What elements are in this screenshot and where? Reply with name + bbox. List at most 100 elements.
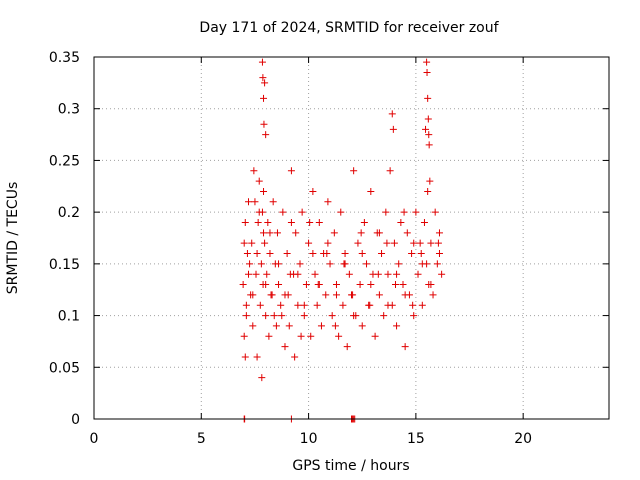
data-point (375, 229, 383, 237)
data-point (389, 125, 397, 133)
x-tick-label: 15 (407, 431, 425, 447)
chart-title: Day 171 of 2024, SRMTID for receiver zou… (199, 20, 499, 36)
data-point (345, 270, 353, 278)
data-point (266, 250, 274, 258)
data-points (239, 58, 446, 423)
data-point (311, 270, 319, 278)
data-point (335, 332, 343, 340)
data-point (420, 218, 428, 226)
x-tick-label: 5 (197, 431, 206, 447)
data-point (313, 301, 321, 309)
data-point (241, 353, 249, 361)
y-tick-label: 0.35 (49, 50, 80, 66)
y-tick-label: 0 (71, 412, 80, 428)
data-point (350, 312, 358, 320)
data-point (324, 239, 332, 247)
y-tick-labels: 0 0.05 0.1 0.15 0.2 0.25 0.3 0.35 (49, 50, 80, 428)
data-point (260, 229, 268, 237)
data-point (292, 229, 300, 237)
x-axis-label: GPS time / hours (292, 458, 409, 474)
data-point (350, 167, 358, 175)
data-point (258, 58, 266, 66)
data-point (412, 208, 420, 216)
data-point (383, 239, 391, 247)
data-point (384, 270, 392, 278)
data-point (309, 250, 317, 258)
data-point (393, 322, 401, 330)
data-point (242, 301, 250, 309)
data-point (424, 187, 432, 195)
data-point (418, 301, 426, 309)
data-point (255, 208, 263, 216)
data-point (435, 250, 443, 258)
data-point (360, 218, 368, 226)
data-point (332, 291, 340, 299)
data-point (380, 312, 388, 320)
data-point (414, 270, 422, 278)
data-point (323, 250, 331, 258)
data-point (326, 260, 334, 268)
data-point (354, 239, 362, 247)
data-point (424, 115, 432, 123)
data-point (384, 301, 392, 309)
data-point (243, 250, 251, 258)
data-point (339, 301, 347, 309)
data-point (260, 94, 268, 102)
data-point (317, 322, 325, 330)
data-point (255, 177, 263, 185)
data-point (374, 270, 382, 278)
data-point (416, 239, 424, 247)
data-point (306, 218, 314, 226)
data-point (266, 229, 274, 237)
x-tick-label: 20 (514, 431, 532, 447)
data-point (357, 229, 365, 237)
data-point (260, 120, 268, 128)
data-point (423, 69, 431, 77)
x-tick-label: 0 (90, 431, 99, 447)
data-point (324, 198, 332, 206)
data-point (287, 167, 295, 175)
data-point (257, 260, 265, 268)
data-point (314, 281, 322, 289)
data-point (399, 281, 407, 289)
y-tick-label: 0.15 (49, 257, 80, 273)
data-point (341, 250, 349, 258)
data-point (423, 58, 431, 66)
x-tick-labels: 0 5 10 15 20 (90, 431, 533, 447)
data-point (261, 239, 269, 247)
data-point (410, 239, 418, 247)
data-point (253, 250, 261, 258)
data-point (300, 312, 308, 320)
data-point (275, 281, 283, 289)
y-axis-label: SRMTID / TECUs (5, 182, 21, 295)
data-point (286, 270, 294, 278)
data-point (397, 218, 405, 226)
data-point (305, 239, 313, 247)
data-point (262, 281, 270, 289)
data-point (401, 343, 409, 351)
data-point (291, 353, 299, 361)
data-point (283, 250, 291, 258)
data-point (340, 260, 348, 268)
data-point (294, 270, 302, 278)
data-point (273, 229, 281, 237)
data-point (249, 322, 257, 330)
data-point (240, 332, 248, 340)
axis-ticks (93, 56, 609, 420)
y-tick-label: 0.3 (58, 102, 80, 118)
data-point (438, 270, 446, 278)
data-point (246, 260, 254, 268)
data-point (330, 229, 338, 237)
data-point (251, 198, 259, 206)
data-point (254, 218, 262, 226)
data-point (371, 332, 379, 340)
data-point (309, 187, 317, 195)
data-point (332, 281, 340, 289)
data-point (409, 301, 417, 309)
data-point (418, 260, 426, 268)
data-point (256, 301, 264, 309)
data-point (391, 281, 399, 289)
data-point (337, 208, 345, 216)
data-point (390, 239, 398, 247)
data-point (263, 270, 271, 278)
